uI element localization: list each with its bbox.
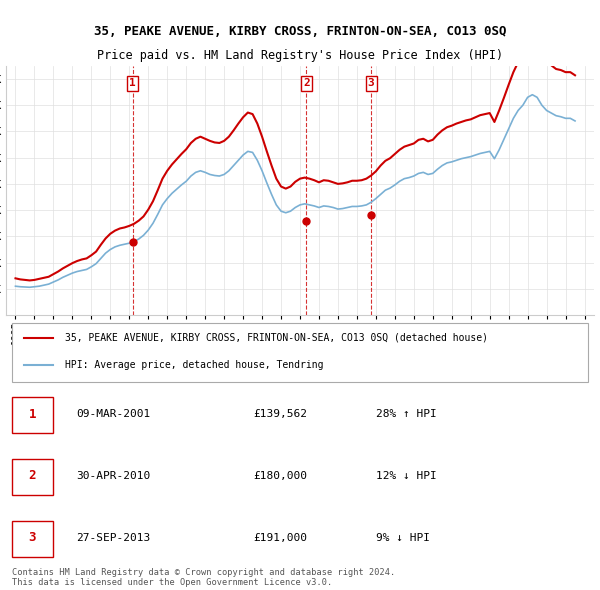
Text: 12% ↓ HPI: 12% ↓ HPI [376, 471, 437, 481]
FancyBboxPatch shape [12, 521, 53, 557]
Text: 28% ↑ HPI: 28% ↑ HPI [376, 409, 437, 419]
Text: 09-MAR-2001: 09-MAR-2001 [77, 409, 151, 419]
Text: 2: 2 [303, 78, 310, 88]
Text: 9% ↓ HPI: 9% ↓ HPI [376, 533, 430, 543]
Text: Price paid vs. HM Land Registry's House Price Index (HPI): Price paid vs. HM Land Registry's House … [97, 49, 503, 62]
FancyBboxPatch shape [12, 397, 53, 434]
Text: 35, PEAKE AVENUE, KIRBY CROSS, FRINTON-ON-SEA, CO13 0SQ (detached house): 35, PEAKE AVENUE, KIRBY CROSS, FRINTON-O… [65, 333, 488, 343]
Text: 2: 2 [29, 470, 36, 483]
Text: 27-SEP-2013: 27-SEP-2013 [77, 533, 151, 543]
Text: 3: 3 [368, 78, 374, 88]
Text: £139,562: £139,562 [253, 409, 307, 419]
Text: £180,000: £180,000 [253, 471, 307, 481]
FancyBboxPatch shape [12, 323, 588, 382]
Text: Contains HM Land Registry data © Crown copyright and database right 2024.
This d: Contains HM Land Registry data © Crown c… [12, 568, 395, 588]
Text: 30-APR-2010: 30-APR-2010 [77, 471, 151, 481]
Text: 1: 1 [129, 78, 136, 88]
Text: HPI: Average price, detached house, Tendring: HPI: Average price, detached house, Tend… [65, 360, 323, 370]
Text: 1: 1 [29, 408, 36, 421]
Text: 3: 3 [29, 532, 36, 545]
FancyBboxPatch shape [12, 459, 53, 496]
Text: 35, PEAKE AVENUE, KIRBY CROSS, FRINTON-ON-SEA, CO13 0SQ: 35, PEAKE AVENUE, KIRBY CROSS, FRINTON-O… [94, 25, 506, 38]
Text: £191,000: £191,000 [253, 533, 307, 543]
